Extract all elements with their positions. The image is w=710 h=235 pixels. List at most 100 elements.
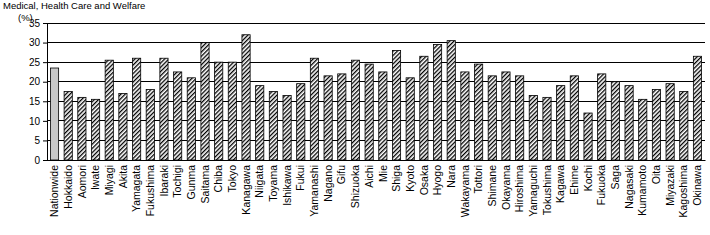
bar (666, 84, 674, 160)
x-tick-label: Tokyo (226, 165, 238, 193)
x-tick: Shimane (486, 160, 498, 206)
y-tick-label: 25 (29, 57, 41, 68)
x-tick: Miyazaki (664, 160, 676, 206)
x-axis: NationwideHokkaidoAomoriIwateMiyagiAkita… (48, 160, 706, 218)
bar (146, 90, 154, 160)
bar (242, 35, 250, 160)
x-tick-label: Osaka (418, 165, 430, 196)
bar (461, 72, 469, 160)
x-tick: Tottori (472, 160, 484, 194)
y-tick-mark (43, 82, 47, 83)
bar (119, 93, 127, 160)
x-tick: Ehime (568, 160, 580, 195)
x-tick: Ishikawa (281, 160, 293, 206)
y-tick-mark (43, 121, 47, 122)
x-tick-label: Okayama (500, 165, 512, 210)
bar (570, 76, 578, 160)
x-tick-label: Fukui (294, 165, 306, 191)
x-tick: Nationwide (48, 160, 60, 217)
x-tick: Saitama (199, 160, 211, 204)
x-tick-label: Ibaraki (158, 165, 170, 197)
bar (283, 95, 291, 160)
bar (598, 74, 606, 160)
x-tick: Kagoshima (677, 160, 689, 218)
x-tick: Nagasaki (623, 160, 635, 209)
x-tick-label: Gifu (335, 165, 347, 184)
x-tick-label: Saga (609, 165, 621, 190)
x-tick-label: Kagoshima (677, 165, 689, 218)
bar (392, 50, 400, 160)
x-tick-label: Kanagawa (240, 165, 252, 215)
x-tick: Shizuoka (349, 160, 361, 208)
x-tick-label: Iwate (89, 165, 101, 190)
bar (611, 82, 619, 160)
bar (338, 74, 346, 160)
bar (474, 64, 482, 160)
bar (64, 92, 72, 161)
grid-line (47, 42, 705, 43)
x-tick: Wakayama (459, 160, 471, 217)
bar (50, 68, 58, 160)
x-tick-label: Chiba (212, 165, 224, 193)
x-tick: Yamagata (130, 160, 142, 212)
y-tick: 5 (34, 135, 47, 146)
x-tick: Kumamoto (636, 160, 648, 216)
bar (187, 78, 195, 160)
y-tick: 15 (29, 96, 47, 107)
x-tick-label: Hiroshima (513, 165, 525, 212)
x-tick-label: Nationwide (48, 165, 60, 217)
y-axis: 05101520253035 (29, 18, 48, 166)
x-tick: Kyoto (404, 160, 416, 192)
x-tick-label: Toyama (267, 165, 279, 202)
bar (693, 56, 701, 160)
x-tick: Tokyo (226, 160, 238, 192)
x-tick: Yamanashi (308, 160, 320, 217)
bars (50, 35, 701, 160)
bar (310, 58, 318, 160)
x-tick: Aichi (363, 160, 375, 188)
grid-line (47, 160, 705, 161)
bar (228, 62, 236, 160)
x-tick-label: Yamagata (130, 165, 142, 212)
x-tick-label: Hokkaido (62, 165, 74, 209)
x-axis-line (48, 160, 706, 161)
x-tick-label: Miyazaki (664, 165, 676, 206)
x-tick: Aomori (76, 160, 88, 198)
x-tick-label: Shimane (486, 165, 498, 207)
x-tick-label: Oita (650, 165, 662, 184)
x-tick: Kagawa (554, 160, 566, 203)
bar (625, 86, 633, 160)
grid-line (47, 101, 705, 102)
x-tick: Akita (117, 160, 129, 188)
x-tick: Yamaguchi (527, 160, 539, 217)
x-tick-label: Aomori (76, 165, 88, 198)
x-tick-label: Tottori (472, 165, 484, 194)
bar (502, 72, 510, 160)
y-tick: 0 (34, 155, 47, 166)
x-tick: Tochigi (171, 160, 183, 198)
bar (256, 86, 264, 160)
title: Medical, Health Care and Welfare (3, 0, 145, 11)
x-tick-label: Hyogo (431, 165, 443, 196)
x-tick: Chiba (212, 160, 224, 192)
bar (557, 86, 565, 160)
x-tick-label: Kyoto (404, 165, 416, 192)
bar (433, 45, 441, 160)
y-tick: 10 (29, 116, 47, 127)
x-tick-label: Yamanashi (308, 165, 320, 217)
y-axis-line (43, 24, 48, 161)
x-tick-label: Tokushima (541, 165, 553, 215)
x-tick-label: Wakayama (459, 165, 471, 217)
bar (132, 58, 140, 160)
bar (543, 97, 551, 160)
bar (406, 78, 414, 160)
x-tick: Iwate (89, 160, 101, 190)
x-tick: Kanagawa (240, 160, 252, 215)
x-tick: Ibaraki (158, 160, 170, 197)
bar (488, 76, 496, 160)
x-tick: Okinawa (691, 160, 703, 206)
bar (174, 72, 182, 160)
bar (680, 92, 688, 161)
x-tick-label: Shizuoka (349, 165, 361, 208)
chart: 05101520253035NationwideHokkaidoAomoriIw… (0, 0, 710, 235)
